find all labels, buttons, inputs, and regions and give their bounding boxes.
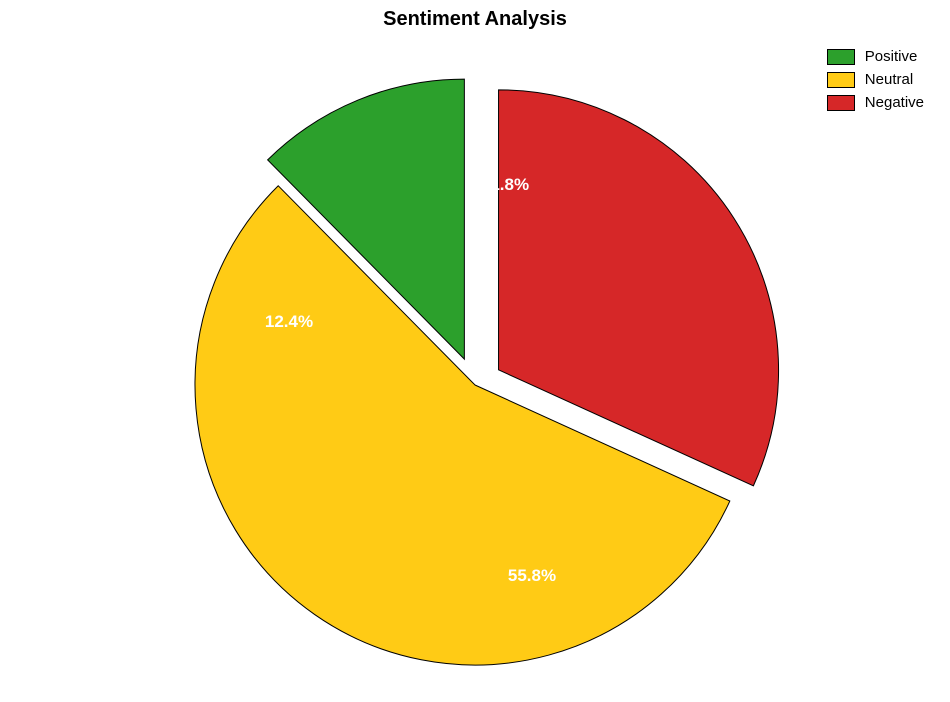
legend: Positive Neutral Negative xyxy=(827,48,924,117)
legend-label: Negative xyxy=(865,94,924,111)
slice-label-negative: 31.8% xyxy=(481,175,529,195)
legend-item-positive: Positive xyxy=(827,48,924,65)
legend-label: Neutral xyxy=(865,71,913,88)
pie-chart: 31.8% 55.8% 12.4% xyxy=(0,40,950,660)
pie-svg xyxy=(0,40,950,702)
slice-label-neutral: 55.8% xyxy=(508,566,556,586)
legend-item-negative: Negative xyxy=(827,94,924,111)
legend-label: Positive xyxy=(865,48,918,65)
legend-swatch xyxy=(827,72,855,88)
legend-swatch xyxy=(827,95,855,111)
legend-item-neutral: Neutral xyxy=(827,71,924,88)
chart-title: Sentiment Analysis xyxy=(0,8,950,31)
slice-label-positive: 12.4% xyxy=(265,312,313,332)
legend-swatch xyxy=(827,49,855,65)
